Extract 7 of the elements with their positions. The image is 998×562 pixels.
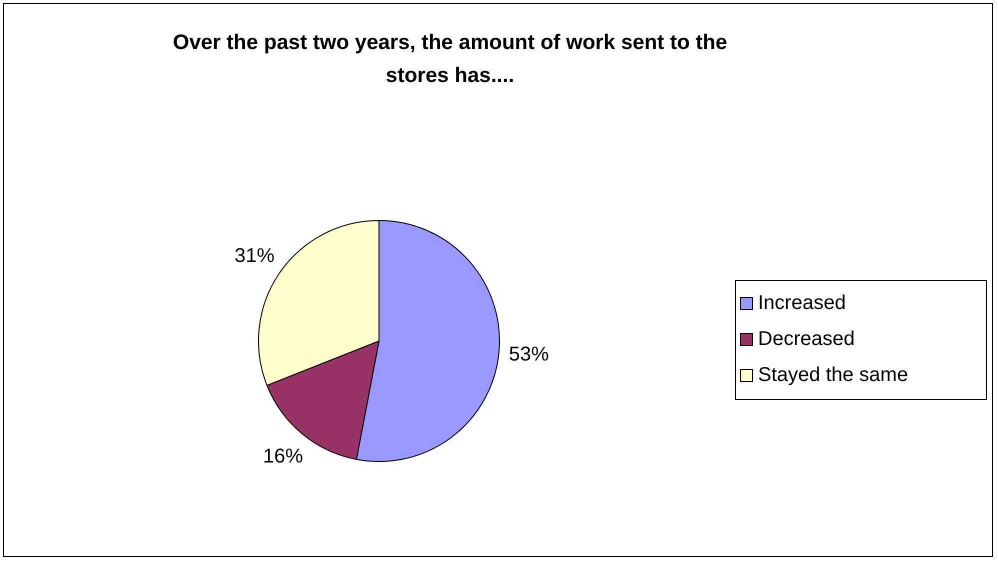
data-label: 31% [234,244,275,267]
chart-title: Over the past two years, the amount of work sent to the stores has.... [172,30,728,89]
legend-label: Increased [757,290,847,316]
data-label: 53% [508,344,550,366]
data-label: 16% [263,445,304,468]
legend-label: Stayed the same [757,362,910,388]
legend-label: Decreased [757,326,856,352]
